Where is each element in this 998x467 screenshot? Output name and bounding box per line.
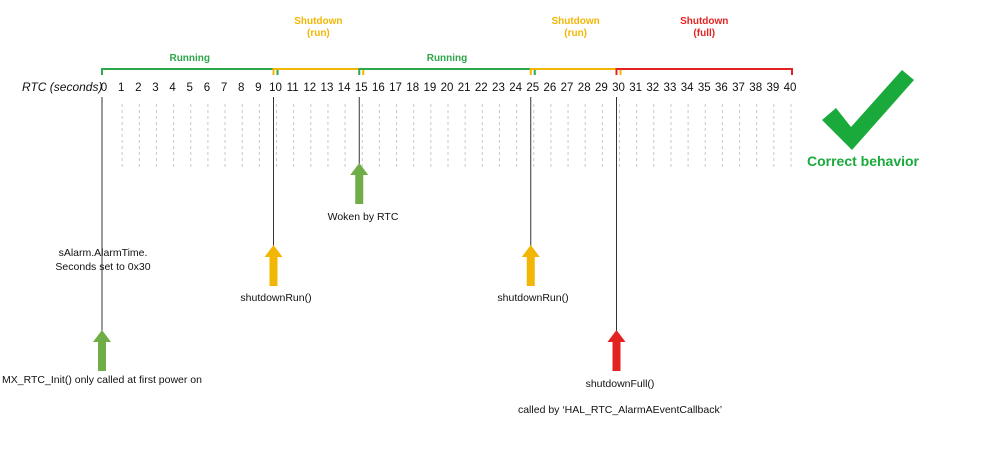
tick-label-10: 10 bbox=[269, 82, 282, 94]
tick-label-15: 15 bbox=[355, 82, 368, 94]
alarm-note-line-2: Seconds set to 0x30 bbox=[55, 261, 150, 273]
phase-label-4-line-1: Shutdown bbox=[551, 16, 599, 27]
phase-bracket-2 bbox=[272, 68, 365, 75]
tick-label-20: 20 bbox=[441, 82, 454, 94]
tick-label-38: 38 bbox=[749, 82, 762, 94]
tick-label-34: 34 bbox=[681, 82, 694, 94]
phase-label-3-line-1: Running bbox=[427, 53, 468, 64]
tick-label-35: 35 bbox=[698, 82, 711, 94]
tick-label-1: 1 bbox=[118, 82, 124, 94]
phase-label-2-line-1: Shutdown bbox=[294, 16, 342, 27]
shutdown-run-1-label: shutdownRun() bbox=[240, 292, 311, 304]
tick-labels: 0 1 2 3 4 5 6 7 8 9 10 11 12 13 14 15 16 17 18 19 20 21 22 23 24… bbox=[101, 82, 797, 94]
phase-label-5-line-2: (full) bbox=[693, 28, 715, 39]
callback-note: called by ‘HAL_RTC_AlarmAEventCallback’ bbox=[518, 404, 722, 416]
tick-label-11: 11 bbox=[287, 82, 299, 94]
phase-bracket-5 bbox=[615, 68, 793, 75]
tick-label-23: 23 bbox=[492, 82, 505, 94]
tick-label-31: 31 bbox=[629, 82, 642, 94]
tick-label-30: 30 bbox=[612, 82, 625, 94]
tick-label-12: 12 bbox=[303, 82, 316, 94]
tick-label-26: 26 bbox=[544, 82, 557, 94]
checkmark-icon bbox=[822, 70, 914, 150]
tick-label-29: 29 bbox=[595, 82, 608, 94]
woken-by-rtc-arrow-icon bbox=[350, 163, 369, 204]
tick-label-37: 37 bbox=[732, 82, 745, 94]
phase-bracket-1 bbox=[101, 68, 279, 75]
tick-label-0: 0 bbox=[101, 82, 107, 94]
tick-label-5: 5 bbox=[187, 82, 193, 94]
shutdown-run-2-arrow-icon bbox=[521, 245, 540, 286]
tick-label-14: 14 bbox=[338, 82, 351, 94]
tick-label-40: 40 bbox=[784, 82, 797, 94]
shutdown-full-label: shutdownFull() bbox=[586, 378, 655, 390]
phase-label-2-line-2: (run) bbox=[307, 28, 330, 39]
tick-label-2: 2 bbox=[135, 82, 141, 94]
tick-label-8: 8 bbox=[238, 82, 244, 94]
tick-label-22: 22 bbox=[475, 82, 488, 94]
tick-label-39: 39 bbox=[766, 82, 779, 94]
shutdown-run-1-arrow-icon bbox=[264, 245, 283, 286]
tick-label-13: 13 bbox=[321, 82, 334, 94]
shutdown-run-2-label: shutdownRun() bbox=[497, 292, 568, 304]
tick-label-19: 19 bbox=[423, 82, 436, 94]
mx-rtc-init-label: MX_RTC_Init() only called at first power… bbox=[2, 374, 202, 386]
alarm-note-line-1: sAlarm.AlarmTime. bbox=[59, 247, 148, 259]
axis-label: RTC (seconds) bbox=[22, 80, 102, 94]
tick-grid bbox=[121, 104, 792, 168]
tick-label-9: 9 bbox=[255, 82, 261, 94]
phase-label-1-line-1: Running bbox=[169, 53, 210, 64]
tick-label-17: 17 bbox=[389, 82, 402, 94]
tick-label-21: 21 bbox=[458, 82, 471, 94]
tick-label-36: 36 bbox=[715, 82, 728, 94]
tick-label-16: 16 bbox=[372, 82, 385, 94]
phase-label-4-line-2: (run) bbox=[564, 28, 587, 39]
tick-label-3: 3 bbox=[152, 82, 158, 94]
shutdown-full-arrow-icon bbox=[607, 330, 626, 371]
tick-label-33: 33 bbox=[664, 82, 677, 94]
phase-brackets: RunningShutdown(run)RunningShutdown(run)… bbox=[101, 16, 793, 75]
phase-bracket-3 bbox=[358, 68, 536, 75]
tick-label-28: 28 bbox=[578, 82, 591, 94]
phase-label-5-line-1: Shutdown bbox=[680, 16, 728, 27]
tick-label-7: 7 bbox=[221, 82, 227, 94]
tick-label-24: 24 bbox=[509, 82, 522, 94]
event-arrows: MX_RTC_Init() only called at first power… bbox=[2, 97, 654, 390]
tick-label-6: 6 bbox=[204, 82, 210, 94]
woken-by-rtc-label: Woken by RTC bbox=[328, 211, 399, 223]
phase-bracket-4 bbox=[529, 68, 622, 75]
tick-label-27: 27 bbox=[561, 82, 574, 94]
mx-rtc-init-arrow-icon bbox=[93, 330, 111, 371]
tick-label-25: 25 bbox=[526, 82, 539, 94]
verdict-label: Correct behavior bbox=[807, 153, 920, 169]
tick-label-4: 4 bbox=[169, 82, 176, 94]
tick-label-32: 32 bbox=[646, 82, 659, 94]
tick-label-18: 18 bbox=[406, 82, 419, 94]
